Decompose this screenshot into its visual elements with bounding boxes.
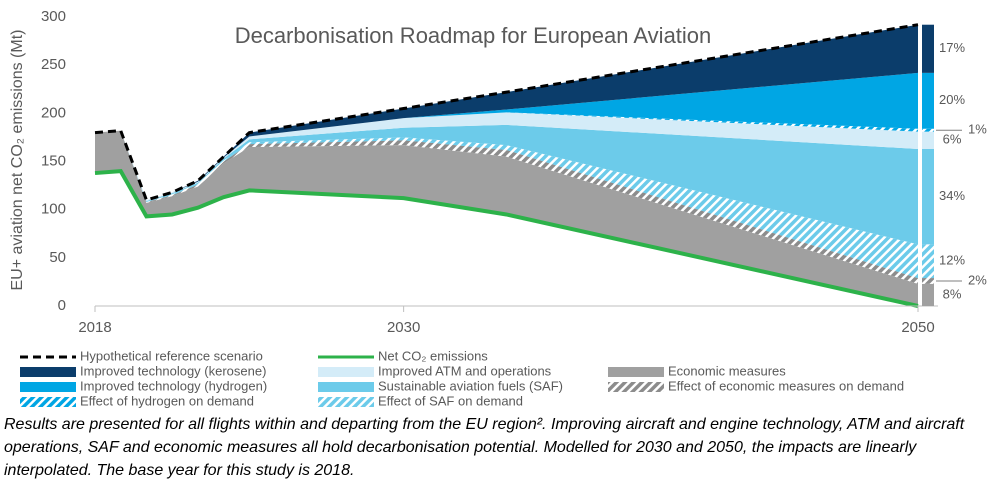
share-label: 6% [943, 132, 962, 147]
area [95, 72, 918, 201]
legend-swatch [20, 382, 76, 392]
legend-label: Improved technology (hydrogen) [80, 378, 267, 393]
legend-swatch [318, 367, 374, 377]
share-label: 12% [939, 253, 965, 268]
y-tick-label: 200 [41, 104, 66, 121]
y-tick-label: 150 [41, 152, 66, 169]
legend-swatch [318, 382, 374, 392]
y-axis-title: EU+ aviation net CO₂ emissions (Mt) [9, 30, 26, 291]
share-bar [922, 283, 934, 306]
legend-label: Economic measures [668, 363, 786, 378]
legend-swatch [20, 367, 76, 377]
legend-swatch [608, 367, 664, 377]
area [95, 124, 918, 245]
y-tick-label: 0 [58, 297, 66, 314]
line [94, 169, 919, 308]
share-label: 8% [943, 286, 962, 301]
legend-label: Hypothetical reference scenario [80, 348, 263, 363]
area [95, 24, 918, 201]
area [95, 112, 918, 201]
share-bar [922, 72, 934, 129]
legend-swatch [608, 382, 664, 392]
y-tick-label: 300 [41, 8, 66, 25]
legend-label: Sustainable aviation fuels (SAF) [378, 378, 563, 393]
y-tick-label: 100 [41, 201, 66, 218]
legend-label: Improved ATM and operations [378, 363, 552, 378]
share-label: 20% [939, 92, 965, 107]
share-bar [922, 128, 934, 132]
share-label: 1% [968, 122, 987, 137]
area [95, 130, 918, 306]
x-tick-label: 2030 [387, 319, 420, 336]
caption: Results are presented for all flights wi… [4, 416, 965, 479]
legend-swatch [20, 397, 76, 407]
share-bar [922, 278, 934, 284]
share-label: 34% [939, 188, 965, 203]
legend-label: Effect of economic measures on demand [668, 378, 904, 393]
share-label: 17% [939, 40, 965, 55]
dashed-line [94, 23, 919, 202]
x-tick-label: 2018 [78, 319, 111, 336]
share-label: 2% [968, 272, 987, 287]
share-bar [922, 131, 934, 149]
legend-label: Net CO₂ emissions [378, 348, 488, 363]
y-tick-label: 250 [41, 56, 66, 73]
legend-label: Improved technology (kerosene) [80, 363, 266, 378]
share-bar [922, 24, 934, 73]
legend-label: Effect of hydrogen on demand [80, 393, 254, 408]
chart-title: Decarbonisation Roadmap for European Avi… [235, 23, 712, 48]
share-bar [922, 148, 934, 245]
x-tick-label: 2050 [901, 319, 934, 336]
chart: Decarbonisation Roadmap for European Avi… [9, 8, 987, 408]
y-tick-label: 50 [49, 249, 66, 266]
share-bar [922, 244, 934, 279]
legend-swatch [318, 397, 374, 407]
legend-label: Effect of SAF on demand [378, 393, 523, 408]
